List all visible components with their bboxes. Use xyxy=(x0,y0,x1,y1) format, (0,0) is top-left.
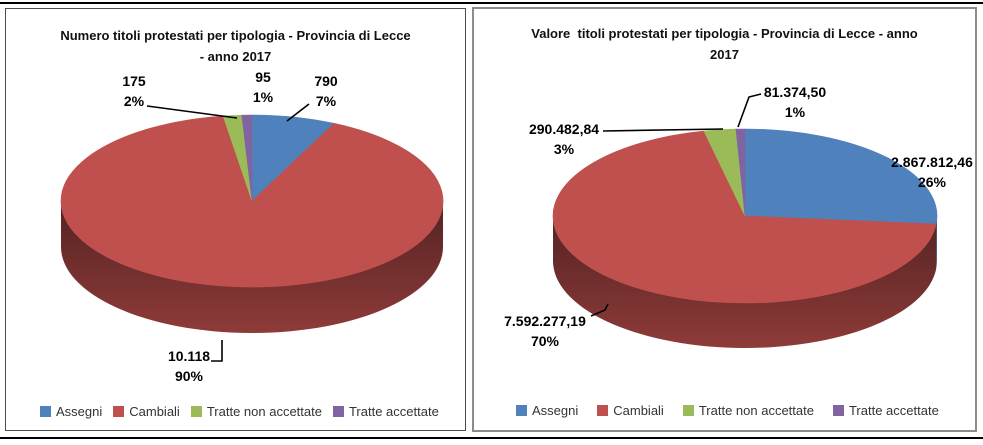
chart-legend: Assegni Cambiali Tratte non accettate Tr… xyxy=(40,404,439,419)
pie-slice-tratte-accettate[interactable] xyxy=(241,114,253,202)
data-label-value: 81.374,50 xyxy=(763,84,827,100)
pie-body xyxy=(60,114,444,333)
legend-item-tratte-non-accettate[interactable]: Tratte non accettate xyxy=(190,404,322,419)
data-label-value: 290.482,84 xyxy=(528,121,600,137)
data-label-value: 2.867.812,46 xyxy=(891,154,973,170)
data-label-percent: 3% xyxy=(553,141,575,157)
legend-item-tratte-accettate[interactable]: Tratte accettate xyxy=(332,404,439,419)
data-label-assegni: 790 7% xyxy=(314,71,337,111)
data-label-tratte-accettate: 95 1% xyxy=(253,67,273,107)
leader-line xyxy=(286,103,310,122)
data-label-percent: 70% xyxy=(530,333,560,349)
pie-side-cambiali xyxy=(61,201,443,333)
chart-title-line: Valore titoli protestati per tipologia -… xyxy=(531,26,918,41)
data-label-percent: 26% xyxy=(917,174,947,190)
legend-label: Assegni xyxy=(56,404,103,419)
data-label-percent: 7% xyxy=(315,93,337,109)
legend-label: Assegni xyxy=(532,403,579,418)
data-label-percent: 1% xyxy=(784,104,806,120)
legend-swatch xyxy=(113,406,125,417)
legend-item-cambiali[interactable]: Cambiali xyxy=(597,403,664,418)
data-label-assegni: 2.867.812,46 26% xyxy=(891,152,973,192)
pie-side-assegni xyxy=(936,216,937,270)
legend-swatch xyxy=(682,405,694,416)
data-label-percent: 1% xyxy=(252,89,274,105)
legend-swatch xyxy=(597,405,609,416)
pie-chart xyxy=(552,93,938,349)
legend-swatch xyxy=(832,405,844,416)
pie-slice-tratte-accettate[interactable] xyxy=(735,128,746,217)
pie-body xyxy=(552,128,938,349)
leader-line xyxy=(590,303,609,317)
legend-item-tratte-accettate[interactable]: Tratte accettate xyxy=(832,403,939,418)
legend-item-assegni[interactable]: Assegni xyxy=(40,404,102,419)
legend-swatch xyxy=(332,406,344,417)
chart-title: Numero titoli protestati per tipologia -… xyxy=(6,25,465,67)
legend-item-cambiali[interactable]: Cambiali xyxy=(113,404,180,419)
leader-line xyxy=(602,128,724,132)
legend-label: Cambiali xyxy=(129,404,180,419)
legend-item-assegni[interactable]: Assegni xyxy=(516,403,578,418)
legend-label: Cambiali xyxy=(613,403,664,418)
legend-item-tratte-non-accettate[interactable]: Tratte non accettate xyxy=(682,403,814,418)
data-label-tratte-non-accettate: 290.482,84 3% xyxy=(529,119,599,159)
legend-swatch xyxy=(516,405,527,416)
data-label-tratte-non-accettate: 175 2% xyxy=(122,71,145,111)
top-divider-line xyxy=(0,2,983,4)
data-label-value: 7.592.277,19 xyxy=(504,313,586,329)
chart-title: Valore titoli protestati per tipologia -… xyxy=(474,23,975,65)
legend-swatch xyxy=(190,406,202,417)
leader-line xyxy=(146,105,238,119)
data-label-value: 95 xyxy=(255,69,271,85)
chart-legend: Assegni Cambiali Tratte non accettate Tr… xyxy=(516,403,939,418)
pie-side-cambiali xyxy=(553,216,937,349)
pie-slice-cambiali[interactable] xyxy=(60,115,444,288)
data-label-cambiali: 7.592.277,19 70% xyxy=(504,311,586,351)
chart-title-line: - anno 2017 xyxy=(199,49,272,64)
bottom-divider-line xyxy=(0,437,983,439)
chart-panel-valore: Valore titoli protestati per tipologia -… xyxy=(472,7,977,432)
pie-slice-assegni[interactable] xyxy=(744,128,938,225)
data-label-tratte-accettate: 81.374,50 1% xyxy=(764,82,826,122)
legend-swatch xyxy=(40,406,51,417)
pie-chart xyxy=(60,103,444,362)
data-label-percent: 90% xyxy=(174,368,204,384)
data-label-percent: 2% xyxy=(123,93,145,109)
data-label-value: 790 xyxy=(314,73,338,89)
pie-slice-cambiali[interactable] xyxy=(552,130,937,304)
legend-label: Tratte accettate xyxy=(848,403,939,418)
legend-label: Tratte non accettate xyxy=(206,404,322,419)
leader-line xyxy=(211,340,223,362)
legend-label: Tratte accettate xyxy=(348,404,439,419)
data-label-value: 175 xyxy=(122,73,146,89)
data-label-cambiali: 10.118 90% xyxy=(168,346,210,386)
leader-line xyxy=(737,93,762,128)
chart-title-line: 2017 xyxy=(710,47,739,62)
chart-title-line: Numero titoli protestati per tipologia -… xyxy=(60,28,411,43)
legend-label: Tratte non accettate xyxy=(698,403,814,418)
chart-panel-numero: Numero titoli protestati per tipologia -… xyxy=(5,8,466,431)
data-label-value: 10.118 xyxy=(167,348,211,364)
